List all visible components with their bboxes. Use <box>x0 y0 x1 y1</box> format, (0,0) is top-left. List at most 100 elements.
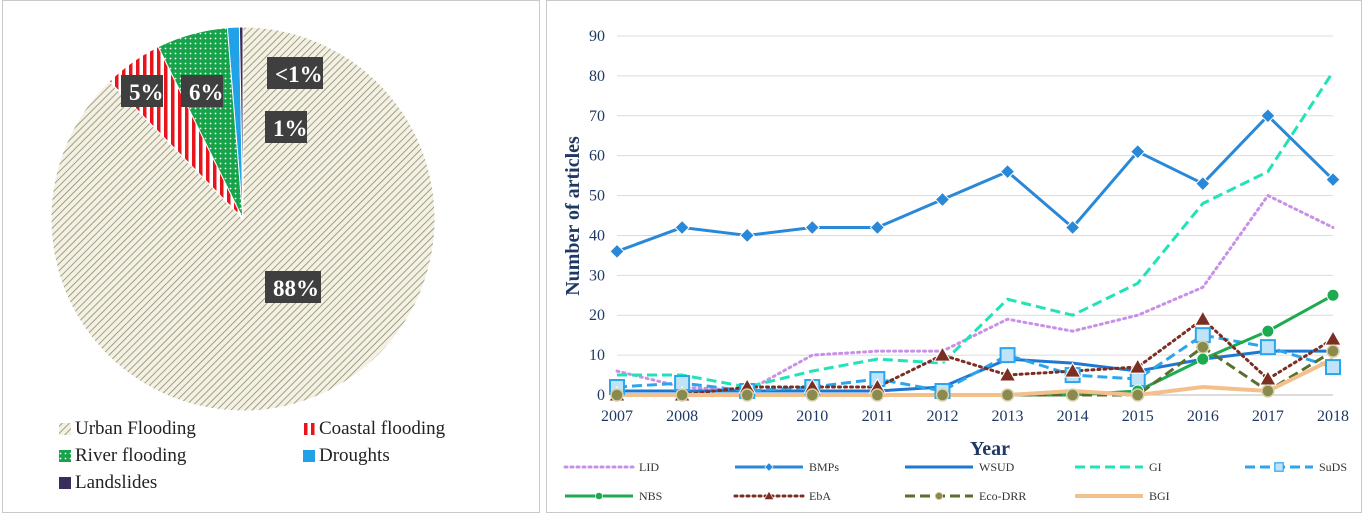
data-point-eba-2016 <box>1193 310 1212 326</box>
legend-label-eco-drr: Eco-DRR <box>979 489 1026 503</box>
legend-item-eba: EbA <box>733 489 831 503</box>
x-tick-label: 2016 <box>1187 408 1219 425</box>
data-point-eco-drr-2014 <box>1065 388 1080 402</box>
data-point-suds-2013 <box>999 347 1016 364</box>
legend-swatch-droughts <box>303 450 315 462</box>
data-point-bmps-2016 <box>1195 175 1211 192</box>
pie-legend-item-urban-flooding: Urban Flooding <box>59 418 196 439</box>
data-point-eba-2015 <box>1128 358 1147 374</box>
pie-data-label-urban-flooding: 88% <box>273 276 319 301</box>
legend-swatch-urban-flooding <box>59 423 71 435</box>
data-point-nbs-2018 <box>1326 288 1340 302</box>
data-point-eco-drr-2010 <box>805 388 820 402</box>
line-chart-panel: 0 10 20 30 40 50 60 70 80 90 2007 2008 2009 2010 2011… <box>546 0 1362 513</box>
pie-legend-item-river-flooding: River flooding <box>59 445 187 466</box>
pie-data-label-droughts: 1% <box>273 116 308 141</box>
y-tick-label: 90 <box>589 28 605 45</box>
data-point-eco-drr-2017 <box>1261 384 1275 398</box>
data-point-bmps-2011 <box>869 219 886 236</box>
y-axis-title: Number of articles <box>562 136 584 296</box>
legend-label-coastal-flooding: Coastal flooding <box>319 418 446 439</box>
x-tick-label: 2011 <box>862 408 893 425</box>
data-point-eco-drr-2018 <box>1326 344 1340 358</box>
y-tick-label: 60 <box>589 148 605 165</box>
pie-legend-item-landslides: Landslides <box>59 472 157 493</box>
data-point-bmps-2009 <box>739 227 755 244</box>
data-point-eco-drr-2016 <box>1196 340 1210 354</box>
series-line-eba <box>615 317 1335 397</box>
legend-swatch-landslides <box>59 477 71 489</box>
data-point-eco-drr-2007 <box>610 388 624 402</box>
series-line-bmps <box>616 114 1335 253</box>
legend-label-wsud: WSUD <box>979 460 1015 474</box>
legend-marker-eba <box>763 490 775 500</box>
legend-label-river-flooding: River flooding <box>75 445 187 466</box>
series-line-bgi <box>617 357 1334 397</box>
data-point-suds-2016 <box>1194 327 1211 344</box>
data-point-bmps-2012 <box>934 191 951 208</box>
data-point-nbs-2016 <box>1196 352 1210 366</box>
legend-marker-eco-drr <box>934 491 944 501</box>
x-tick-label: 2010 <box>796 408 828 425</box>
pie-legend-item-droughts: Droughts <box>303 445 390 466</box>
pie-data-label-landslides: <1% <box>275 62 323 87</box>
series-line-gi <box>617 71 1335 389</box>
y-tick-label: 10 <box>589 347 605 364</box>
data-point-eba-2013 <box>998 366 1017 382</box>
legend-label-gi: GI <box>1149 460 1162 474</box>
pie-label-box-landslides <box>267 57 323 89</box>
x-tick-label: 2015 <box>1122 408 1154 425</box>
series-line-lid <box>615 194 1335 393</box>
y-tick-label: 70 <box>589 108 605 125</box>
legend-item-suds: SuDS <box>1245 460 1347 474</box>
data-point-eco-drr-2008 <box>675 388 689 402</box>
y-tick-label: 80 <box>589 68 605 85</box>
y-tick-label: 0 <box>597 387 605 404</box>
series-line-suds <box>616 333 1334 393</box>
data-point-eco-drr-2009 <box>740 388 754 402</box>
pie-label-box-droughts <box>265 111 307 143</box>
pie-label-box-river-flooding <box>181 75 223 107</box>
legend-label-urban-flooding: Urban Flooding <box>75 418 196 439</box>
legend-item-eco-drr: Eco-DRR <box>905 489 1026 503</box>
legend-label-nbs: NBS <box>639 489 662 503</box>
x-tick-label: 2008 <box>666 408 698 425</box>
legend-label-eba: EbA <box>809 489 831 503</box>
data-point-eco-drr-2011 <box>870 388 885 402</box>
data-point-eba-2014 <box>1063 362 1082 378</box>
legend-label-bgi: BGI <box>1149 489 1170 503</box>
data-point-eco-drr-2013 <box>1000 388 1015 402</box>
legend-item-bgi: BGI <box>1075 489 1170 503</box>
y-tick-label: 20 <box>589 307 605 324</box>
legend-swatch-coastal-flooding <box>303 423 315 435</box>
legend-item-nbs: NBS <box>565 489 662 503</box>
legend-marker-suds <box>1274 462 1284 472</box>
x-tick-label: 2009 <box>731 408 763 425</box>
pie-label-box-urban-flooding <box>265 271 321 303</box>
legend-label-lid: LID <box>639 460 659 474</box>
data-point-eba-2012 <box>933 346 952 362</box>
data-point-bmps-2013 <box>999 163 1016 180</box>
data-point-bmps-2010 <box>804 219 820 236</box>
legend-swatch-river-flooding <box>59 450 71 462</box>
data-point-bmps-2015 <box>1130 143 1146 160</box>
legend-item-lid: LID <box>563 460 659 474</box>
data-point-bmps-2008 <box>674 219 690 236</box>
pie-slice-landslides <box>238 26 244 220</box>
x-tick-label: 2017 <box>1252 408 1284 425</box>
legend-item-bmps: BMPs <box>735 460 839 474</box>
legend-item-gi: GI <box>1075 460 1162 474</box>
y-tick-label: 50 <box>589 188 605 205</box>
data-point-eco-drr-2015 <box>1130 388 1145 402</box>
series-line-nbs <box>617 293 1334 397</box>
data-point-bmps-2014 <box>1064 219 1081 236</box>
line-chart: 0 10 20 30 40 50 60 70 80 90 2007 2008 2009 2010 2011… <box>562 28 1349 503</box>
data-point-bmps-2018 <box>1325 171 1341 188</box>
data-point-suds-2018 <box>1325 359 1341 376</box>
pie-chart: 88% 5% 6% 1% <1% Urban Flooding Coastal flood… <box>50 26 446 493</box>
y-tick-label: 30 <box>589 267 605 284</box>
legend-marker-bmps <box>764 462 774 472</box>
legend-label-landslides: Landslides <box>75 472 157 493</box>
series-line-wsud <box>617 349 1333 393</box>
legend-label-bmps: BMPs <box>809 460 839 474</box>
